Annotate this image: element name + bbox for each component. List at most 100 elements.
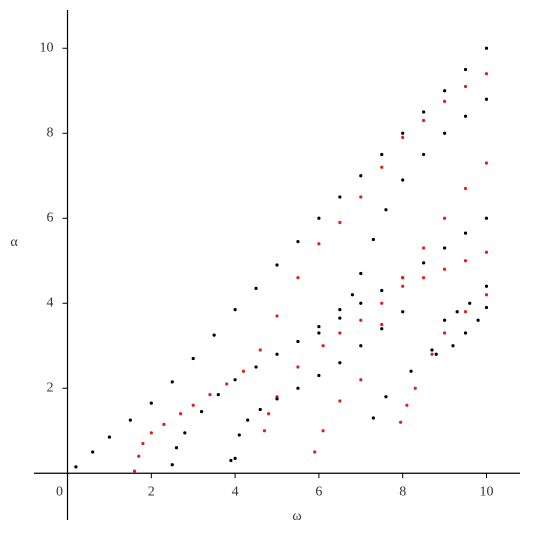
point: [317, 325, 321, 329]
point: [233, 308, 237, 312]
point: [199, 410, 204, 414]
y-tick-label: 4: [47, 295, 54, 310]
point: [246, 418, 250, 422]
point: [484, 284, 489, 288]
point: [191, 403, 195, 407]
point: [484, 46, 489, 50]
x-tick-label: 4: [232, 484, 239, 499]
point: [476, 318, 480, 322]
point: [463, 231, 468, 235]
point: [321, 344, 325, 348]
point: [317, 331, 321, 335]
point: [484, 72, 489, 76]
point: [463, 259, 468, 263]
point: [338, 361, 342, 365]
point: [179, 412, 183, 416]
point: [183, 431, 187, 435]
point: [484, 97, 489, 101]
point: [380, 301, 384, 305]
point: [212, 333, 216, 337]
point: [398, 420, 403, 424]
point: [233, 378, 237, 382]
point: [422, 261, 426, 265]
x-tick-label: 6: [315, 484, 322, 499]
point: [258, 348, 262, 352]
point: [338, 220, 342, 225]
point: [241, 369, 246, 373]
point: [296, 386, 300, 390]
x-tick-label: 10: [479, 484, 493, 499]
point: [137, 454, 141, 458]
x-tick-label: 2: [148, 484, 155, 499]
point: [233, 456, 237, 460]
point: [384, 208, 388, 212]
point: [484, 250, 489, 254]
point: [313, 450, 317, 454]
point: [442, 89, 447, 93]
point: [275, 352, 279, 356]
point: [174, 446, 179, 450]
point: [442, 99, 447, 103]
point: [237, 433, 241, 437]
point: [258, 407, 262, 412]
point: [350, 293, 355, 297]
point: [468, 301, 472, 305]
point: [107, 435, 112, 439]
point: [380, 152, 384, 157]
point: [191, 356, 195, 361]
point: [442, 246, 447, 250]
point: [401, 310, 405, 314]
point: [442, 267, 447, 271]
point: [484, 216, 489, 220]
point: [401, 131, 405, 135]
point: [384, 395, 388, 399]
point: [463, 310, 468, 314]
point: [225, 382, 229, 386]
point: [296, 365, 300, 369]
point: [434, 352, 438, 356]
point: [380, 322, 384, 327]
point: [359, 318, 363, 322]
point: [162, 422, 166, 426]
point: [229, 458, 233, 463]
point: [338, 399, 342, 403]
x-tick-label: 0: [56, 484, 63, 499]
point: [296, 276, 300, 280]
point: [422, 246, 426, 250]
point: [455, 310, 459, 314]
point: [409, 369, 413, 373]
point: [401, 284, 405, 288]
point: [422, 276, 426, 280]
point: [149, 431, 153, 435]
point: [422, 110, 426, 114]
point: [401, 276, 405, 280]
x-tick-label: 8: [399, 484, 406, 499]
point: [275, 314, 279, 318]
y-tick-label: 8: [47, 125, 54, 140]
point: [401, 178, 405, 182]
point: [463, 331, 468, 335]
point: [442, 216, 447, 220]
point: [275, 263, 279, 267]
point: [463, 67, 468, 72]
point: [401, 135, 405, 140]
point: [451, 344, 455, 348]
point: [359, 271, 363, 276]
point: [338, 308, 342, 312]
y-tick-label: 6: [47, 210, 54, 225]
point: [430, 352, 434, 356]
point: [371, 416, 375, 420]
point: [128, 418, 132, 422]
point: [413, 386, 417, 390]
point: [463, 84, 468, 89]
point: [170, 463, 174, 467]
point: [442, 331, 447, 335]
point: [380, 288, 384, 293]
point: [254, 286, 258, 290]
point: [317, 216, 321, 220]
point: [216, 393, 220, 397]
point: [267, 412, 271, 416]
point: [484, 305, 489, 310]
point: [321, 429, 325, 433]
